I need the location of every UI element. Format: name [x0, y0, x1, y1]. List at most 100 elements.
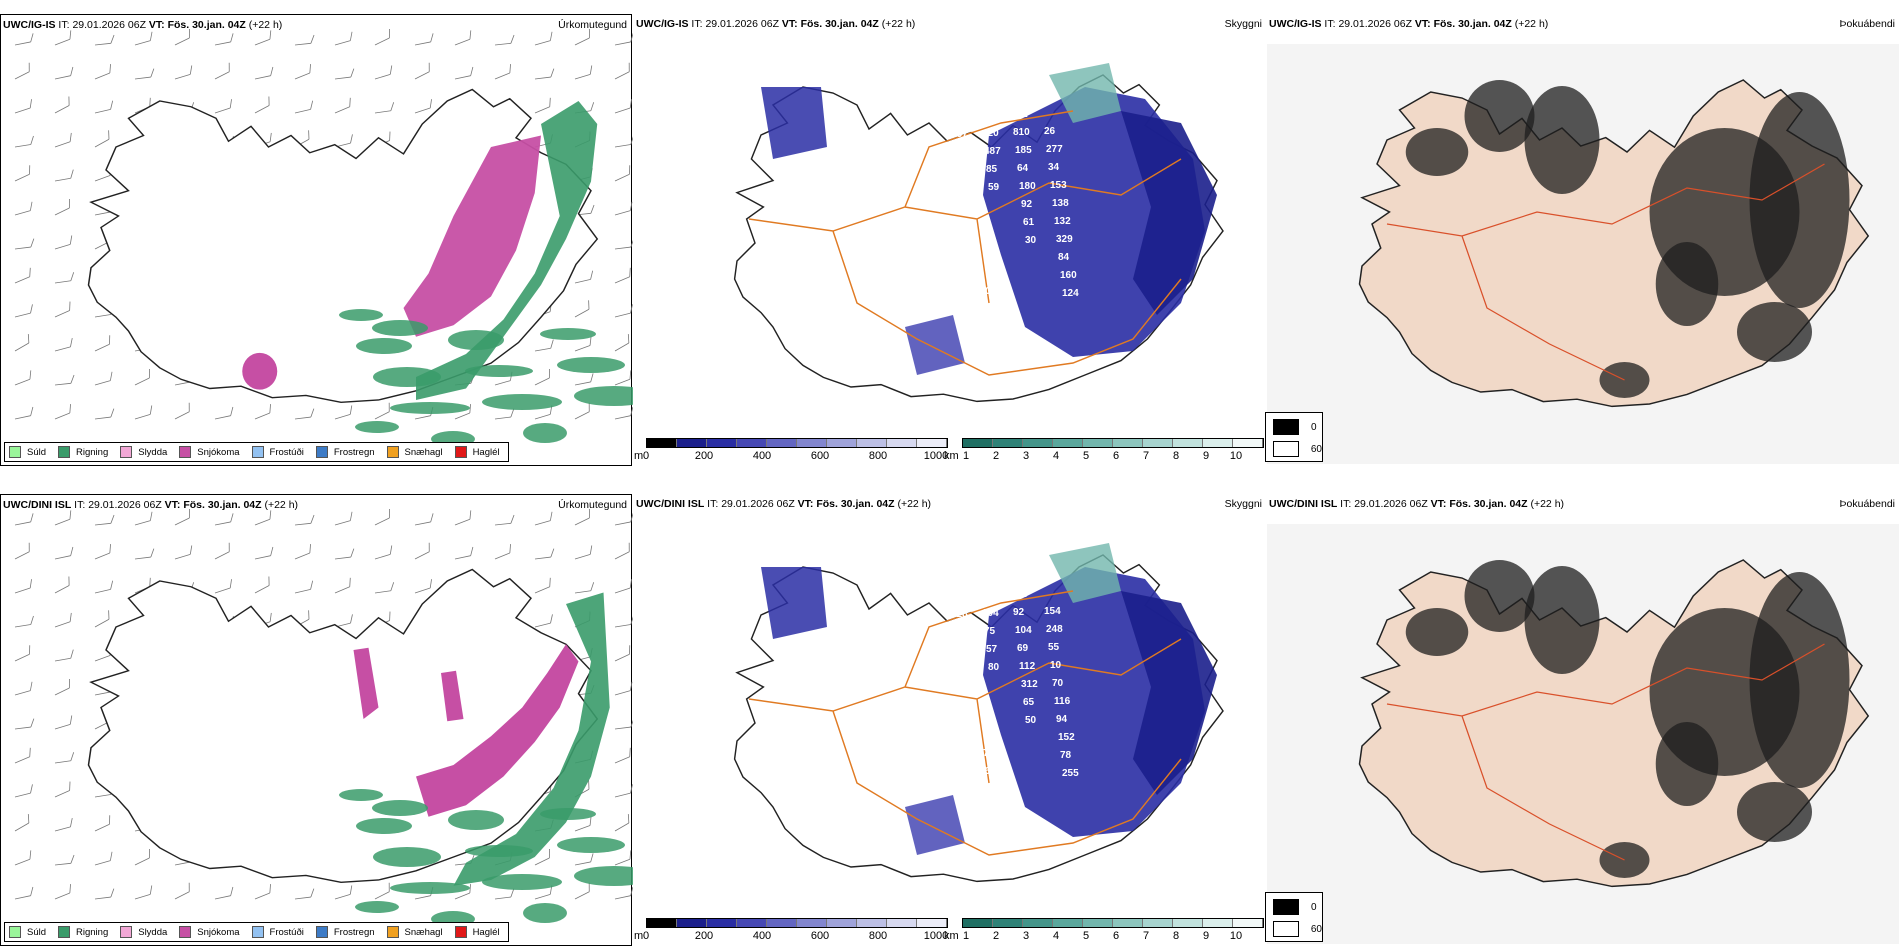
wind-barb	[94, 408, 115, 420]
legend-label: Súld	[27, 926, 47, 938]
wind-barb	[374, 65, 393, 80]
fog-legend-swatch	[1273, 419, 1299, 435]
cloud-base-value: 112	[1019, 661, 1036, 672]
product-label: Úrkomutegund	[558, 499, 627, 511]
wind-barb	[54, 235, 73, 250]
panel-title: UWC/IG-IS IT: 29.01.2026 06Z VT: Fös. 30…	[3, 19, 282, 31]
panel-title: UWC/DINI ISL IT: 29.01.2026 06Z VT: Fös.…	[636, 498, 931, 510]
wind-barb	[14, 238, 35, 250]
legend-item: Rigning	[58, 926, 108, 938]
visibility-tick: 1	[962, 930, 970, 942]
cloud-base-value: 92	[1021, 199, 1033, 210]
colorbar-cell	[1233, 439, 1263, 447]
wind-barb	[14, 542, 30, 560]
legend-label: Frostúði	[269, 446, 304, 458]
wind-barb	[54, 781, 71, 798]
cloud-base-value: 228	[951, 609, 968, 620]
visibility-tick: 3	[1022, 450, 1030, 462]
wind-barb	[454, 404, 471, 420]
wind-barb	[574, 853, 594, 866]
wind-barb	[174, 402, 190, 420]
height-unit: m	[634, 930, 644, 942]
wind-barb	[134, 405, 153, 420]
visibility-tick: 9	[1202, 930, 1210, 942]
wind-barb	[254, 510, 272, 526]
wind-barb	[134, 68, 155, 80]
height-tick: 400	[752, 930, 772, 942]
colorbar-cell	[1023, 919, 1053, 927]
cloud-base-value: 70	[1052, 678, 1064, 689]
wind-barb	[614, 201, 633, 216]
colorbar-cell	[857, 439, 887, 447]
cloud-base-value: 57	[986, 644, 998, 655]
visibility-colorbar: km 1 2 3 4 5 6 7 8 9 10	[944, 918, 1266, 946]
wind-barb	[214, 513, 234, 526]
legend-swatch	[179, 926, 192, 938]
height-tick: 0	[642, 450, 650, 462]
cloud-base-value: 58	[939, 251, 951, 262]
legend-label: Haglél	[472, 926, 500, 938]
fog-legend: 0 60	[1265, 412, 1323, 462]
cloud-base-value: 62	[914, 76, 926, 87]
wind-barb	[14, 681, 33, 696]
wind-barb	[54, 612, 72, 628]
wind-barb	[94, 610, 110, 628]
wind-barb	[614, 886, 633, 900]
init-time: 29.01.2026 06Z	[721, 498, 795, 510]
wind-barb	[414, 513, 434, 526]
model-name: UWC/IG-IS	[636, 18, 689, 30]
wind-barb	[94, 851, 113, 866]
wind-barb	[14, 718, 35, 730]
it-label: IT:	[1324, 18, 1336, 30]
it-label: IT:	[707, 498, 719, 510]
wind-barb	[334, 31, 353, 46]
visibility-tick: 10	[1229, 930, 1243, 942]
cloud-base-value: 84	[945, 305, 957, 316]
legend-label: Rigning	[76, 446, 109, 458]
precip-map	[14, 509, 633, 927]
fog-legend-row: 60	[1273, 441, 1322, 457]
wind-barb	[14, 334, 30, 352]
cloud-base-value: 277	[1046, 144, 1063, 155]
fog-zone	[1749, 92, 1850, 308]
fog-indicator-panel: UWC/IG-IS IT: 29.01.2026 06Z VT: Fös. 30…	[1267, 14, 1899, 466]
cloud-base-value: 94	[1056, 714, 1068, 725]
cloud-base-value: 152	[939, 731, 956, 742]
cloud-base-value: 30	[931, 179, 943, 190]
wind-barb	[134, 849, 150, 866]
wind-barb	[294, 544, 311, 560]
cloud-base-value: 870	[949, 591, 966, 602]
legend-item: Súld	[9, 446, 46, 458]
rain-cell	[355, 421, 399, 433]
wind-barb	[14, 886, 34, 900]
wind-barb	[94, 580, 114, 594]
rain-cell	[356, 338, 412, 354]
rain-cell	[339, 309, 383, 321]
legend-item: Haglél	[454, 446, 500, 458]
wind-barb	[614, 62, 630, 80]
lead-time: (+22 h)	[1514, 18, 1549, 30]
it-label: IT:	[691, 18, 703, 30]
panel-title: UWC/DINI ISL IT: 29.01.2026 06Z VT: Fös.…	[3, 499, 298, 511]
fog-zone	[1737, 782, 1812, 842]
wind-barb	[454, 66, 474, 80]
wind-barb	[574, 545, 593, 560]
wind-barb	[294, 888, 315, 900]
rain-cell	[465, 845, 533, 857]
cloud-base-value: 116	[1054, 696, 1071, 707]
colorbar-cell	[707, 919, 737, 927]
colorbar-cell	[647, 439, 677, 447]
legend-swatch	[58, 926, 71, 938]
wind-barb	[494, 888, 515, 900]
wind-barb	[454, 510, 472, 526]
legend-item: Slydda	[120, 926, 167, 938]
colorbar-cell	[677, 439, 707, 447]
wind-barb	[94, 371, 113, 386]
legend-label: Snjókoma	[197, 446, 240, 458]
wind-barb	[174, 65, 193, 80]
colorbar-cell	[993, 919, 1023, 927]
wind-barb	[534, 31, 553, 46]
colorbar-cell	[797, 439, 827, 447]
wind-barb	[294, 34, 315, 46]
vt-label: VT:	[797, 498, 814, 510]
